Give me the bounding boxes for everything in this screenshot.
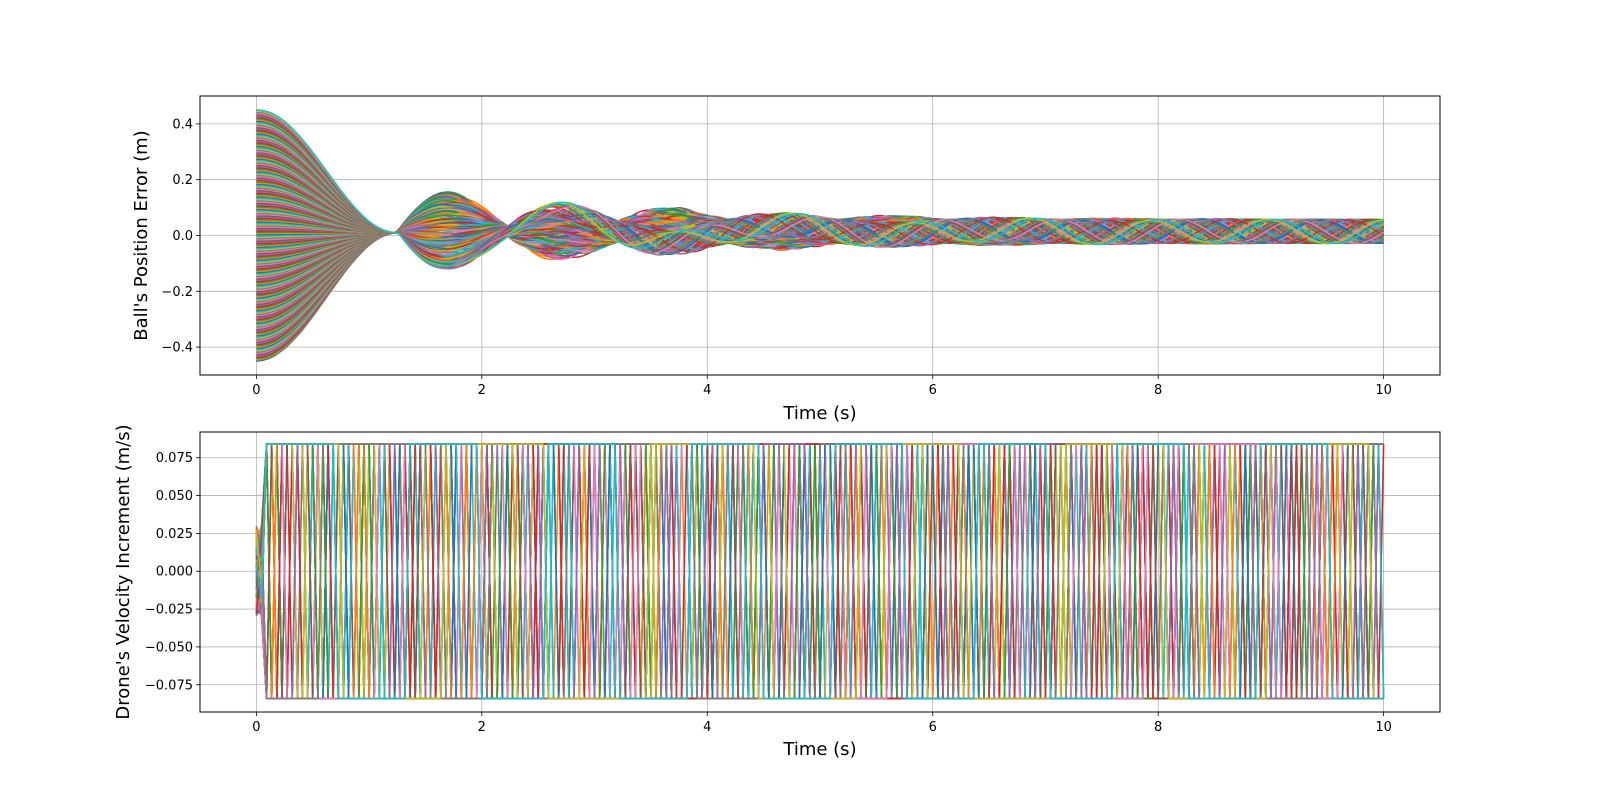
- position-error-y-tick-label: 0.4: [172, 117, 193, 132]
- velocity-increment-x-tick-label: 2: [478, 720, 486, 735]
- velocity-increment-series-line: [255, 443, 1384, 700]
- velocity-increment-y-tick-label: −0.025: [145, 603, 193, 618]
- position-error-series-line: [256, 109, 1384, 267]
- velocity-increment-y-tick-label: 0.050: [156, 489, 193, 504]
- velocity-increment-chart: 0 2 4 6 8 10 −0.075 −0.050 −0.025 0.000 0.025 0.05…: [113, 424, 1441, 760]
- position-error-y-tick-label: 0.0: [172, 229, 193, 244]
- position-error-x-ticks: 0 2 4 6 8 10: [252, 375, 1392, 398]
- position-error-x-tick-label: 6: [929, 383, 937, 398]
- position-error-x-tick-label: 8: [1154, 383, 1162, 398]
- position-error-y-tick-label: −0.4: [161, 341, 193, 356]
- position-error-y-ticks: −0.4 −0.2 0.0 0.2 0.4: [161, 117, 200, 356]
- velocity-increment-y-label: Drone's Velocity Increment (m/s): [113, 424, 134, 719]
- velocity-increment-x-label: Time (s): [782, 739, 856, 760]
- position-error-series-line: [256, 118, 1384, 265]
- velocity-increment-x-tick-label: 4: [703, 720, 711, 735]
- position-error-series: [256, 109, 1385, 362]
- velocity-increment-y-tick-label: 0.000: [156, 565, 193, 580]
- position-error-y-tick-label: 0.2: [172, 173, 193, 188]
- velocity-increment-x-tick-label: 6: [929, 720, 937, 735]
- position-error-chart: 0 2 4 6 8 10 −0.4 −0.2 0.0 0.2 0.4 Time (s) Ball'…: [131, 95, 1441, 424]
- velocity-increment-x-tick-label: 10: [1375, 720, 1392, 735]
- velocity-increment-frame: [199, 431, 1441, 713]
- velocity-increment-x-tick-label: 8: [1154, 720, 1162, 735]
- velocity-increment-y-tick-label: 0.025: [156, 527, 193, 542]
- velocity-increment-x-tick-label: 0: [252, 720, 260, 735]
- position-error-x-tick-label: 0: [252, 383, 260, 398]
- velocity-increment-series: [255, 443, 1385, 700]
- position-error-y-tick-label: −0.2: [161, 285, 193, 300]
- position-error-x-tick-label: 2: [478, 383, 486, 398]
- velocity-increment-y-ticks: −0.075 −0.050 −0.025 0.000 0.025 0.050 0.075: [145, 451, 200, 693]
- velocity-increment-x-ticks: 0 2 4 6 8 10: [252, 712, 1392, 735]
- position-error-x-tick-label: 4: [703, 383, 711, 398]
- position-error-y-label: Ball's Position Error (m): [131, 130, 152, 340]
- velocity-increment-y-tick-label: 0.075: [156, 451, 193, 466]
- position-error-x-tick-label: 10: [1375, 383, 1392, 398]
- position-error-x-label: Time (s): [782, 403, 856, 424]
- velocity-increment-y-tick-label: −0.075: [145, 678, 193, 693]
- velocity-increment-y-tick-label: −0.050: [145, 640, 193, 655]
